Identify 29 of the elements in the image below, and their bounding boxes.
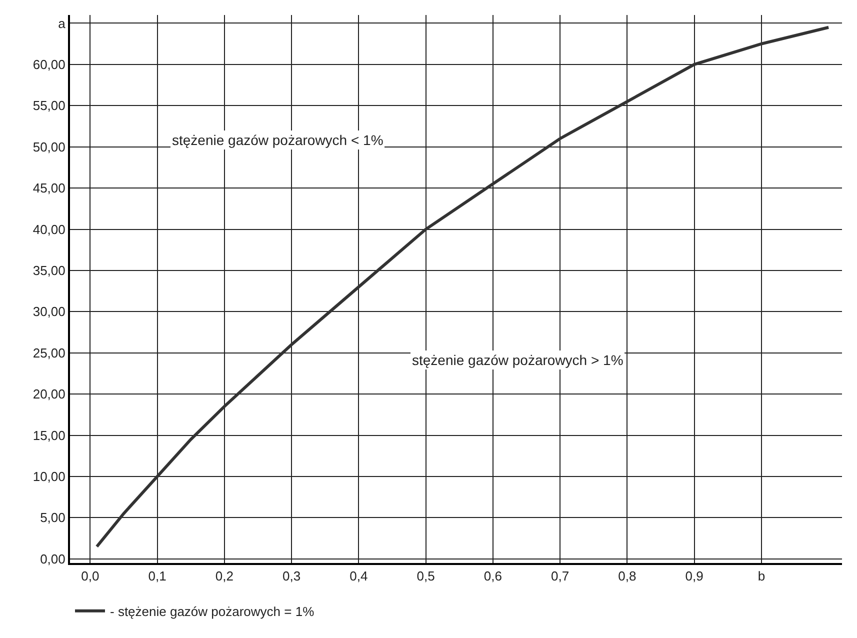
x-tick-label: 0,7 [551, 568, 570, 584]
y-tick-label: 20,00 [32, 386, 66, 402]
y-tick-label: 0,00 [40, 551, 66, 566]
y-tick-label: 5,00 [40, 510, 66, 526]
legend-label: - stężenie gazów pożarowych = 1% [110, 604, 315, 619]
annotation: stężenie gazów pożarowych < 1% [172, 132, 384, 148]
y-tick-label: 45,00 [32, 180, 66, 196]
x-tick-label: 0,8 [618, 568, 636, 584]
x-tick-label: 0,5 [416, 568, 435, 584]
x-tick-label: 0,1 [148, 568, 166, 584]
x-tick-label: 0,6 [484, 568, 502, 584]
annotation: stężenie gazów pożarowych > 1% [412, 352, 624, 368]
x-tick-label: 0,2 [215, 568, 234, 584]
x-tick-label: 0,0 [81, 568, 100, 584]
line-series [95, 26, 830, 548]
x-tick-label: 0,4 [350, 568, 368, 584]
y-tick-label: 40,00 [32, 222, 66, 237]
y-tick-label: a [58, 16, 66, 31]
x-tick-label: b [758, 568, 766, 584]
y-tick-label: 35,00 [32, 263, 66, 278]
y-tick-label: 10,00 [32, 469, 66, 484]
y-tick-label: 15,00 [32, 428, 66, 443]
y-tick-label: 30,00 [32, 304, 66, 320]
y-tick-label: 25,00 [32, 345, 66, 360]
x-tick-label: 0,3 [282, 568, 301, 584]
y-tick-label: 60,00 [32, 56, 66, 72]
x-tick-label: 0,9 [685, 568, 704, 584]
y-tick-label: 55,00 [32, 98, 66, 114]
y-tick-label: 50,00 [32, 139, 66, 154]
